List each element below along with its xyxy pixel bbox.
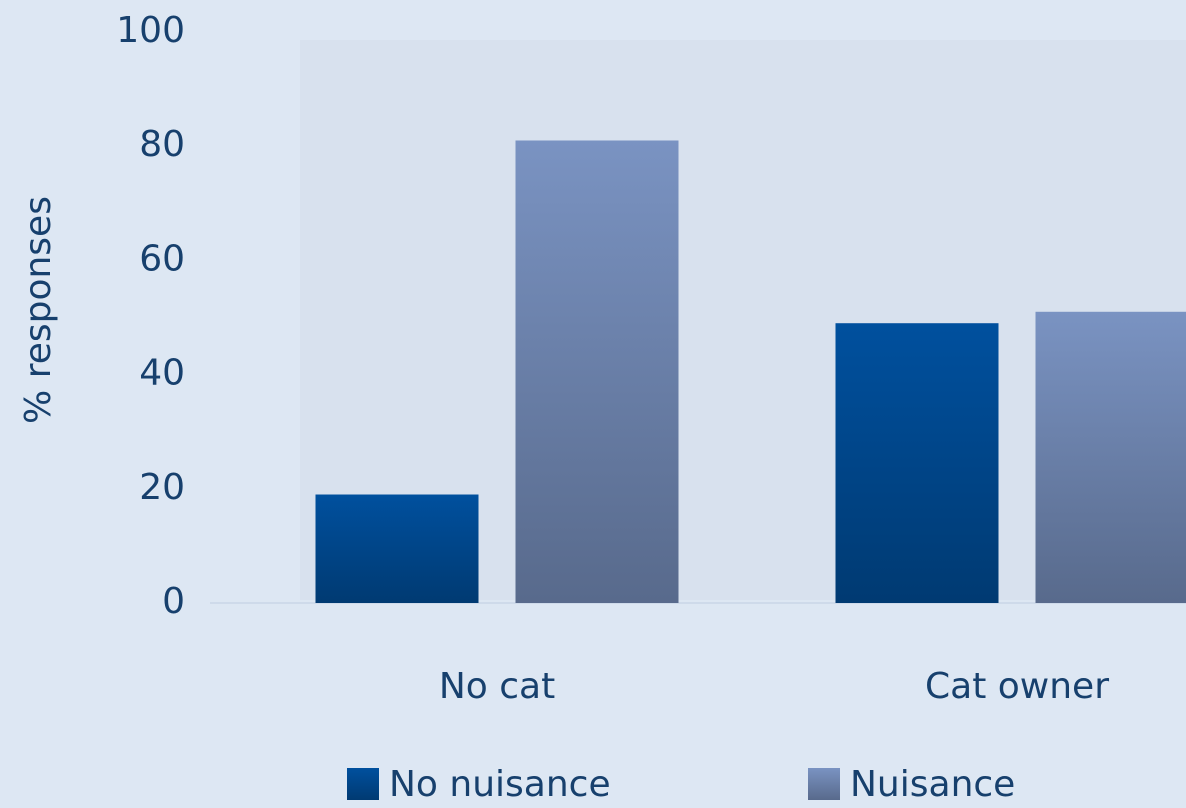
- legend-label: No nuisance: [389, 764, 611, 805]
- y-tick-label: 100: [116, 10, 185, 51]
- x-tick-label: No cat: [439, 666, 555, 707]
- bar: [315, 494, 479, 603]
- x-tick-label: Cat owner: [925, 666, 1109, 707]
- legend-swatch: [808, 768, 840, 800]
- y-tick-label: 20: [139, 467, 185, 508]
- y-axis-label: % responses: [18, 196, 59, 424]
- y-tick-label: 60: [139, 238, 185, 279]
- y-tick-label: 0: [162, 581, 185, 622]
- legend-swatch: [347, 768, 379, 800]
- bar: [835, 323, 999, 603]
- y-tick-label: 40: [139, 353, 185, 394]
- legend-label: Nuisance: [850, 764, 1015, 805]
- y-tick-label: 80: [139, 124, 185, 165]
- bar: [515, 140, 679, 604]
- bar: [1035, 311, 1186, 603]
